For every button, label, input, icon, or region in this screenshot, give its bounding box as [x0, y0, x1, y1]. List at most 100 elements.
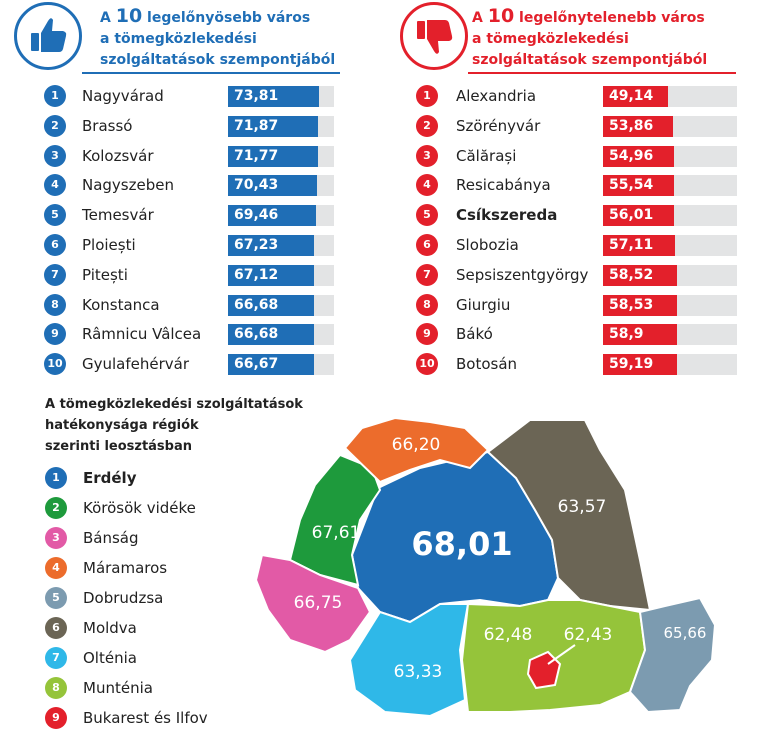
- legend-label: Munténia: [83, 679, 153, 697]
- thumbs-down-icon: [417, 20, 453, 54]
- bar-track: 71,87: [228, 115, 334, 137]
- best-cities-list: 1 Nagyvárad 73,81 2 Brassó 71,87 3 Kolozsvár 71,…: [44, 84, 344, 380]
- legend-rank-badge: 3: [45, 527, 67, 549]
- bar-track: 56,01: [603, 205, 737, 227]
- bar-value-label: 71,77: [234, 147, 279, 164]
- legend-rank-badge: 6: [45, 617, 67, 639]
- city-name: Temesvár: [82, 206, 154, 225]
- map-region-maramaros: [343, 416, 490, 484]
- thumbs-down-badge: [400, 2, 468, 70]
- city-row: 3 Călărași 54,96: [416, 144, 738, 168]
- worst-cities-list: 1 Alexandria 49,14 2 Szörényvár 53,86 3 Călăraș…: [416, 84, 738, 380]
- city-row: 5 Temesvár 69,46: [44, 203, 344, 227]
- bar-value-label: 66,67: [234, 356, 279, 373]
- city-row: 6 Ploiești 67,23: [44, 233, 344, 257]
- city-row: 7 Sepsiszentgyörgy 58,52: [416, 263, 738, 287]
- worst-cities-title: A 10 legelőnytelenebb város a tömegközle…: [472, 5, 708, 69]
- bukarest-callout-line: [547, 644, 576, 665]
- bar-value-label: 70,43: [234, 177, 279, 194]
- bar: 54,96: [603, 145, 674, 167]
- city-name: Bákó: [456, 325, 493, 344]
- city-row: 9 Bákó 58,9: [416, 322, 738, 346]
- city-row: 2 Brassó 71,87: [44, 114, 344, 138]
- bar-value-label: 57,11: [609, 237, 654, 253]
- map-value-label: 66,75: [294, 593, 343, 613]
- rank-badge: 2: [416, 114, 438, 137]
- bar-value-label: 66,68: [234, 326, 279, 343]
- bar-track: 49,14: [603, 86, 737, 107]
- legend-rank-badge: 2: [45, 497, 67, 519]
- map-region-dobrudzsa: [628, 596, 717, 714]
- map-region-bukarest: [526, 650, 562, 690]
- city-row: 5 Csíkszereda 56,01: [416, 203, 738, 227]
- city-name: Gyulafehérvár: [82, 355, 190, 374]
- bar: 58,53: [603, 294, 677, 316]
- bar-track: 55,54: [603, 175, 737, 197]
- best-cities-panel: A 10 legelőnyösebb város a tömegközleked…: [0, 0, 380, 385]
- city-row: 2 Szörényvár 53,86: [416, 114, 738, 138]
- city-row: 8 Giurgiu 58,53: [416, 293, 738, 317]
- city-name: Nagyszeben: [82, 176, 174, 195]
- city-name: Râmnicu Vâlcea: [82, 325, 202, 344]
- legend-label: Máramaros: [83, 559, 168, 577]
- city-name: Ploiești: [82, 236, 136, 254]
- rank-badge: 9: [44, 323, 66, 346]
- map-region-korosok: [288, 453, 382, 587]
- city-name: Alexandria: [456, 87, 537, 105]
- rank-badge: 10: [44, 353, 66, 376]
- city-name: Kolozsvár: [82, 146, 154, 165]
- legend-label: Körösök vidéke: [83, 499, 196, 517]
- city-row: 1 Nagyvárad 73,81: [44, 84, 344, 108]
- bar-value-label: 69,46: [234, 207, 279, 224]
- legend-rank-badge: 1: [45, 467, 67, 489]
- rank-badge: 1: [416, 85, 438, 107]
- city-row: 9 Râmnicu Vâlcea 66,68: [44, 322, 344, 346]
- legend-label: Olténia: [83, 649, 137, 667]
- map-value-label: 62,48: [484, 625, 533, 645]
- bar: 70,43: [228, 175, 317, 197]
- map-region-moldva: [486, 419, 652, 612]
- bar-track: 69,46: [228, 205, 334, 227]
- rank-badge: 2: [44, 114, 66, 137]
- rank-badge: 7: [44, 263, 66, 286]
- bar: 49,14: [603, 86, 669, 107]
- map-region-muntenia: [460, 599, 647, 713]
- city-name: Slobozia: [456, 236, 519, 254]
- bar-value-label: 73,81: [234, 88, 279, 104]
- bar: 59,19: [603, 354, 678, 376]
- legend-rank-badge: 7: [45, 647, 67, 669]
- rank-badge: 4: [416, 174, 438, 197]
- rank-badge: 6: [416, 234, 438, 256]
- rank-badge: 5: [416, 204, 438, 227]
- city-row: 8 Konstanca 66,68: [44, 293, 344, 317]
- legend-label: Dobrudzsa: [83, 589, 164, 607]
- bar: 69,46: [228, 205, 316, 227]
- bar: 66,68: [228, 294, 314, 316]
- map-value-label: 63,33: [394, 662, 443, 682]
- best-cities-divider: [82, 72, 340, 74]
- bar: 53,86: [603, 115, 673, 137]
- rank-badge: 10: [416, 353, 438, 376]
- city-name: Konstanca: [82, 295, 160, 314]
- city-row: 6 Slobozia 57,11: [416, 233, 738, 257]
- map-value-label: 68,01: [411, 525, 512, 563]
- city-name: Nagyvárad: [82, 87, 164, 105]
- city-name: Csíkszereda: [456, 206, 558, 225]
- rank-badge: 4: [44, 174, 66, 197]
- bar-track: 73,81: [228, 86, 334, 107]
- bar-track: 58,53: [603, 294, 737, 316]
- city-row: 3 Kolozsvár 71,77: [44, 144, 344, 168]
- map-region-erdely: [350, 450, 560, 624]
- bar-value-label: 55,54: [609, 177, 654, 194]
- bar-track: 70,43: [228, 175, 334, 197]
- map-region-oltenia: [348, 603, 470, 718]
- bar-track: 54,96: [603, 145, 737, 167]
- bar-track: 53,86: [603, 115, 737, 137]
- map-value-label: 63,57: [558, 497, 607, 517]
- city-row: 10 Gyulafehérvár 66,67: [44, 352, 344, 376]
- bar-value-label: 71,87: [234, 117, 279, 134]
- bar: 58,9: [603, 324, 678, 346]
- bar-value-label: 53,86: [609, 117, 654, 134]
- bar-track: 57,11: [603, 235, 737, 256]
- bar: 57,11: [603, 235, 676, 256]
